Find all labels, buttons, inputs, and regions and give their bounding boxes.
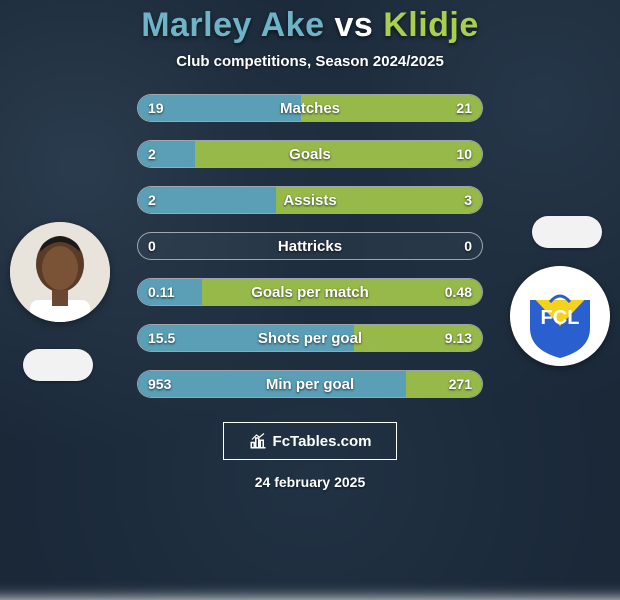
vs-text: vs	[334, 6, 373, 44]
stat-bars: 1921Matches 210Goals 23Assists 00Hattricks 0…	[137, 94, 483, 398]
chart-icon	[249, 432, 267, 450]
fctables-text: FcTables.com	[273, 433, 372, 450]
comparison-title: Marley Ake vs Klidje	[141, 6, 479, 45]
stat-label: Hattricks	[138, 233, 482, 259]
stat-row: 1921Matches	[137, 94, 483, 122]
stat-label: Goals per match	[138, 279, 482, 305]
player1-flag	[23, 349, 93, 381]
stat-label: Goals	[138, 141, 482, 167]
player2-name: Klidje	[383, 6, 479, 44]
player1-name: Marley Ake	[141, 6, 324, 44]
stat-label: Assists	[138, 187, 482, 213]
stat-row: 210Goals	[137, 140, 483, 168]
fctables-logo: FcTables.com	[223, 422, 397, 460]
stat-label: Min per goal	[138, 371, 482, 397]
stat-label: Shots per goal	[138, 325, 482, 351]
stat-row: 953271Min per goal	[137, 370, 483, 398]
footer-date: 24 february 2025	[255, 474, 366, 490]
season-subtitle: Club competitions, Season 2024/2025	[176, 53, 444, 70]
svg-text:FCL: FCL	[541, 307, 580, 329]
player1-avatar	[10, 222, 110, 322]
stat-row: 15.59.13Shots per goal	[137, 324, 483, 352]
comparison-stage: FCL 1921Matches 210Goals 23Assists 00Hattri…	[0, 94, 620, 398]
player2-club-badge: FCL	[510, 266, 610, 366]
stat-row: 23Assists	[137, 186, 483, 214]
stat-row: 0.110.48Goals per match	[137, 278, 483, 306]
player2-flag	[532, 216, 602, 248]
stat-label: Matches	[138, 95, 482, 121]
stat-row: 00Hattricks	[137, 232, 483, 260]
